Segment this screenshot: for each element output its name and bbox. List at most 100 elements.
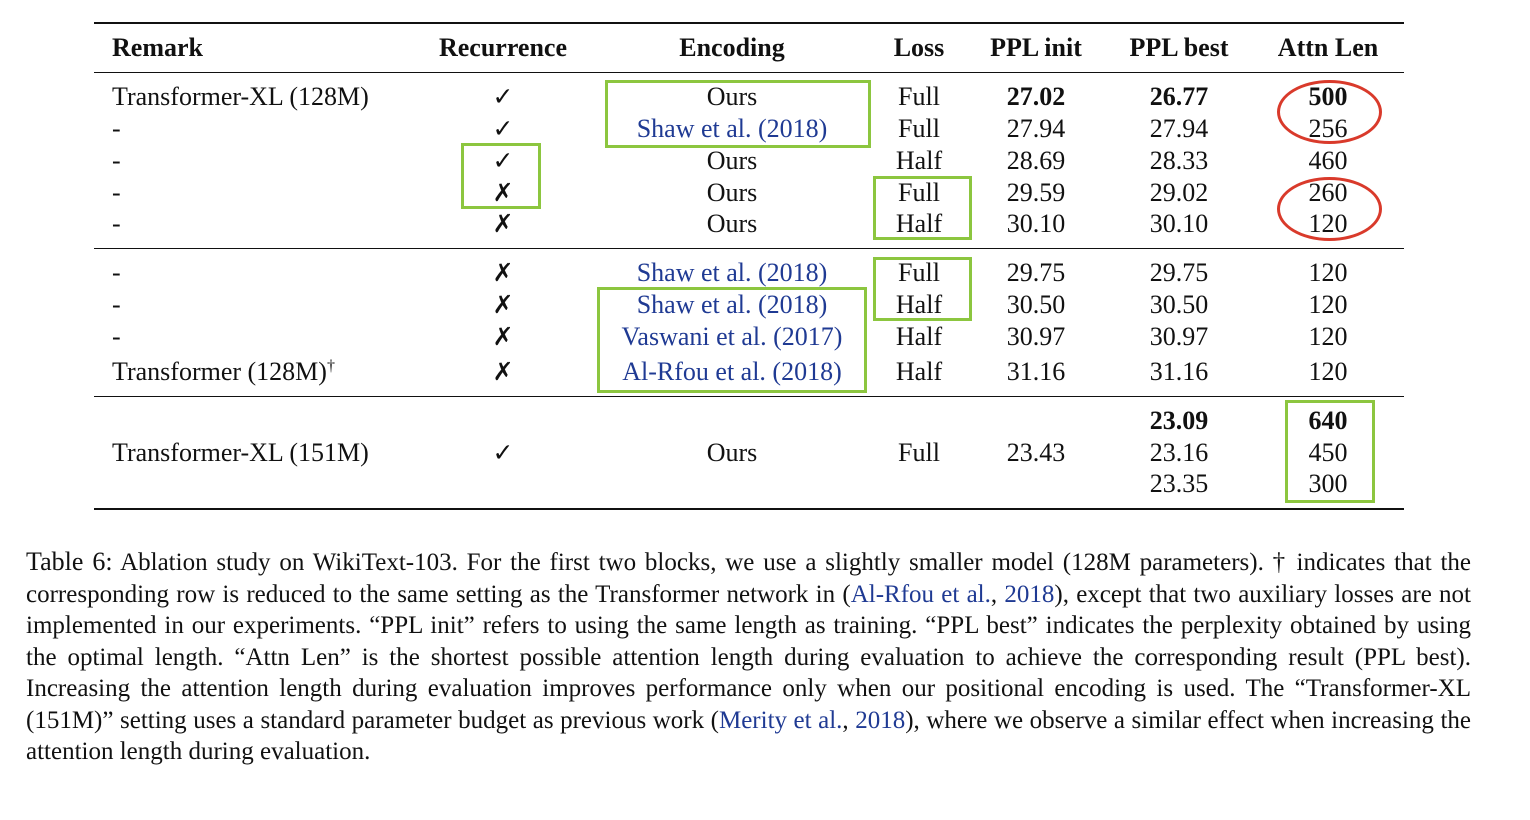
row-2-3-attn-len: 120 <box>1308 322 1348 351</box>
row-2-1-attn-len: 120 <box>1308 258 1348 287</box>
row-2-1-encoding: Shaw et al. (2018) <box>636 258 828 287</box>
row-2-2-ppl-best: 30.50 <box>1149 290 1209 319</box>
row-2-3-cross-icon: ✗ <box>492 322 514 351</box>
row-1-2-ppl-init: 27.94 <box>1006 114 1066 143</box>
caption-citation-link[interactable]: Al-Rfou et al. <box>850 580 991 608</box>
block-2-rule <box>94 396 1404 397</box>
row-1-3-ppl-init: 28.69 <box>1006 146 1066 175</box>
row-1-1-loss: Full <box>898 82 940 111</box>
row-1-4-encoding: Ours <box>706 178 758 207</box>
caption-body: Ablation study on WikiText-103. For the … <box>26 549 1471 765</box>
caption-citation-link[interactable]: Merity et al. <box>718 706 843 734</box>
highlight-box-recurrence <box>461 143 541 209</box>
row-2-2-loss: Half <box>895 290 943 319</box>
row-1-1-ppl-init: 27.02 <box>1006 82 1066 111</box>
row-3-1-loss: Full <box>898 438 940 467</box>
row-1-3-remark: - <box>112 146 121 175</box>
row-2-3-ppl-init: 30.97 <box>1006 322 1066 351</box>
row-2-3-loss: Half <box>895 322 943 351</box>
row-2-2-remark: - <box>112 290 121 319</box>
ablation-table: Remark Recurrence Encoding Loss PPL init… <box>94 22 1404 510</box>
row-1-5-remark: - <box>112 209 121 238</box>
highlight-box-loss-1 <box>873 176 972 240</box>
row-1-2-ppl-best: 27.94 <box>1149 114 1209 143</box>
header-ppl-best: PPL best <box>1129 33 1229 62</box>
row-1-5-ppl-best: 30.10 <box>1149 209 1209 238</box>
row-2-4-encoding: Al-Rfou et al. (2018) <box>622 357 842 386</box>
caption-label: Table 6: <box>26 547 113 576</box>
header-rule <box>94 72 1404 73</box>
row-1-3-check-icon: ✓ <box>492 146 514 175</box>
row-1-4-ppl-best: 29.02 <box>1149 178 1209 207</box>
row-2-1-ppl-best: 29.75 <box>1149 258 1209 287</box>
row-2-2-ppl-init: 30.50 <box>1006 290 1066 319</box>
row-1-5-loss: Half <box>895 209 943 238</box>
row-3-1-remark: Transformer-XL (151M) <box>112 438 369 467</box>
row-2-4-attn-len: 120 <box>1308 357 1348 386</box>
row-3-1-ppl-best-3: 23.35 <box>1149 469 1209 498</box>
caption-text: ), where we observe a similar effect whe… <box>26 706 1471 766</box>
row-3-1-check-icon: ✓ <box>492 438 514 467</box>
table-caption: Table 6: Ablation study on WikiText-103.… <box>26 546 1471 768</box>
row-1-4-ppl-init: 29.59 <box>1006 178 1066 207</box>
row-3-1-ppl-best-2: 23.16 <box>1149 438 1209 467</box>
row-1-3-attn-len: 460 <box>1308 146 1348 175</box>
row-3-1-encoding: Ours <box>706 438 758 467</box>
header-recurrence: Recurrence <box>438 33 568 62</box>
row-2-4-loss: Half <box>895 357 943 386</box>
header-ppl-init: PPL init <box>990 33 1082 62</box>
row-2-1-ppl-init: 29.75 <box>1006 258 1066 287</box>
header-encoding: Encoding <box>679 33 785 62</box>
caption-text: Ablation study on WikiText-103. For the … <box>26 549 1471 608</box>
row-1-3-encoding: Ours <box>706 146 758 175</box>
row-2-2-attn-len: 120 <box>1308 290 1348 319</box>
row-2-3-encoding: Vaswani et al. (2017) <box>621 322 843 351</box>
header-remark: Remark <box>112 33 203 62</box>
row-1-4-cross-icon: ✗ <box>492 178 514 207</box>
row-3-1-attn-len-1: 640 <box>1308 406 1348 435</box>
row-1-3-ppl-best: 28.33 <box>1149 146 1209 175</box>
caption-text: , <box>990 580 1005 608</box>
row-2-3-ppl-best: 30.97 <box>1149 322 1209 351</box>
caption-text: ), except that two auxiliary losses are … <box>26 580 1471 734</box>
row-1-3-loss: Half <box>895 146 943 175</box>
row-1-1-remark: Transformer-XL (128M) <box>112 82 369 111</box>
highlight-box-attn-len <box>1285 400 1375 503</box>
table-top-rule <box>94 22 1404 24</box>
highlight-box-loss-2 <box>873 257 972 321</box>
row-1-2-check-icon: ✓ <box>492 114 514 143</box>
row-1-5-encoding: Ours <box>706 209 758 238</box>
row-3-1-attn-len-3: 300 <box>1308 469 1348 498</box>
header-loss: Loss <box>893 33 945 62</box>
row-2-1-remark: - <box>112 258 121 287</box>
row-2-1-loss: Full <box>898 258 940 287</box>
row-1-2-remark: - <box>112 114 121 143</box>
row-1-1-check-icon: ✓ <box>492 82 514 111</box>
row-2-2-encoding: Shaw et al. (2018) <box>636 290 828 319</box>
row-1-4-loss: Full <box>898 178 940 207</box>
row-1-5-ppl-init: 30.10 <box>1006 209 1066 238</box>
table-bottom-rule <box>94 508 1404 510</box>
caption-citation-link[interactable]: 2018 <box>1004 580 1055 608</box>
highlight-box-encoding-1 <box>605 80 871 148</box>
row-1-5-cross-icon: ✗ <box>492 209 514 238</box>
row-3-1-ppl-init: 23.43 <box>1006 438 1066 467</box>
caption-text: , <box>842 706 856 734</box>
row-3-1-attn-len-2: 450 <box>1308 438 1348 467</box>
header-attn-len: Attn Len <box>1277 33 1379 62</box>
row-2-2-cross-icon: ✗ <box>492 290 514 319</box>
row-2-4-ppl-init: 31.16 <box>1006 357 1066 386</box>
circle-annotation-2 <box>1277 177 1382 241</box>
row-2-4-cross-icon: ✗ <box>492 357 514 386</box>
caption-citation-link[interactable]: 2018 <box>855 706 906 734</box>
row-1-1-encoding: Ours <box>706 82 758 111</box>
row-1-1-ppl-best: 26.77 <box>1149 82 1209 111</box>
row-1-4-remark: - <box>112 178 121 207</box>
dagger-superscript: † <box>326 357 335 375</box>
row-2-4-ppl-best: 31.16 <box>1149 357 1209 386</box>
block-1-rule <box>94 248 1404 249</box>
row-1-2-encoding: Shaw et al. (2018) <box>636 114 828 143</box>
circle-annotation-1 <box>1277 80 1382 144</box>
row-3-1-ppl-best-1: 23.09 <box>1149 406 1209 435</box>
row-2-3-remark: - <box>112 322 121 351</box>
